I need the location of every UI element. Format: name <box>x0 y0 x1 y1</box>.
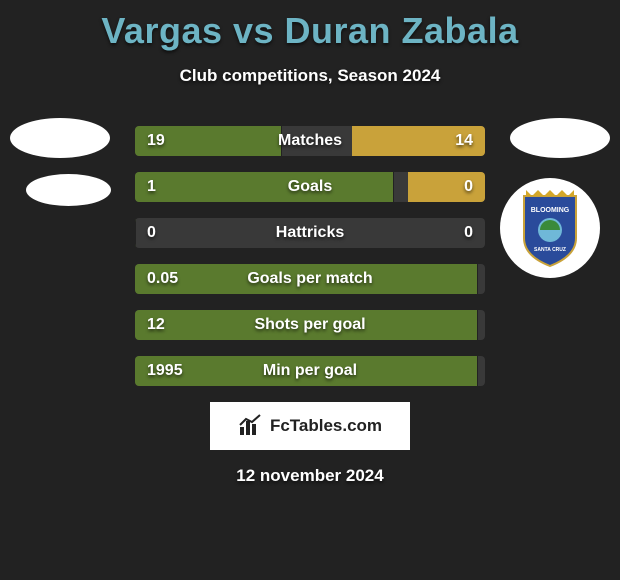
stat-value-right: 0 <box>464 218 473 248</box>
subtitle: Club competitions, Season 2024 <box>0 66 620 86</box>
stat-label: Matches <box>278 126 342 156</box>
stat-label: Min per goal <box>263 356 357 386</box>
stats-container: 19 Matches 14 1 Goals 0 0 Hattricks 0 0.05 Goals p… <box>135 126 485 386</box>
player-left-avatar <box>10 118 110 158</box>
chart-icon <box>238 413 264 439</box>
stat-value-left: 12 <box>147 310 165 340</box>
stat-label: Hattricks <box>276 218 344 248</box>
club-left-avatar <box>26 174 111 206</box>
stat-label: Shots per goal <box>254 310 365 340</box>
date-text: 12 november 2024 <box>0 466 620 486</box>
fctables-logo: FcTables.com <box>210 402 410 450</box>
player-right-avatar <box>510 118 610 158</box>
stat-bar-left <box>135 218 136 248</box>
stat-row: 12 Shots per goal <box>135 310 485 340</box>
stat-bar-left <box>135 172 394 202</box>
logo-text: FcTables.com <box>270 416 382 436</box>
crest-text-top: BLOOMING <box>531 207 570 214</box>
stat-row: 1 Goals 0 <box>135 172 485 202</box>
stat-value-left: 0 <box>147 218 156 248</box>
stat-row: 1995 Min per goal <box>135 356 485 386</box>
stat-value-right: 0 <box>464 172 473 202</box>
stat-label: Goals per match <box>247 264 372 294</box>
stat-label: Goals <box>288 172 332 202</box>
stat-value-left: 19 <box>147 126 165 156</box>
club-right-crest: BLOOMING SANTA CRUZ <box>500 178 600 278</box>
stat-row: 0 Hattricks 0 <box>135 218 485 248</box>
stat-value-left: 1 <box>147 172 156 202</box>
stat-value-left: 0.05 <box>147 264 178 294</box>
crest-text-bottom: SANTA CRUZ <box>534 247 566 253</box>
shield-icon: BLOOMING SANTA CRUZ <box>518 188 582 268</box>
stat-bar-right <box>408 172 485 202</box>
stat-row: 19 Matches 14 <box>135 126 485 156</box>
page-title: Vargas vs Duran Zabala <box>0 0 620 52</box>
stat-value-right: 14 <box>455 126 473 156</box>
stat-value-left: 1995 <box>147 356 183 386</box>
stat-row: 0.05 Goals per match <box>135 264 485 294</box>
